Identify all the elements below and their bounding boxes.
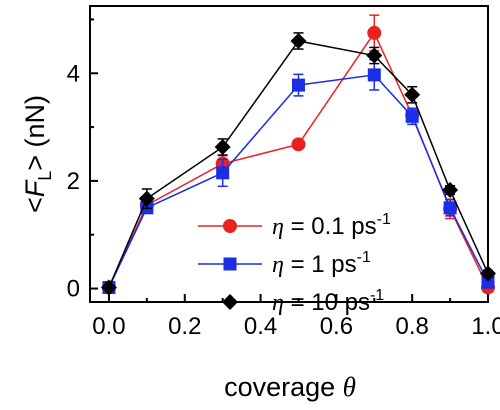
data-point [216, 166, 230, 180]
x-tick-label: 0.6 [320, 313, 353, 340]
data-point [480, 265, 496, 282]
x-tick-label: 1.0 [471, 313, 500, 340]
series-line [108, 40, 489, 288]
x-axis-title: coverage θ [224, 372, 356, 402]
data-point [367, 25, 382, 40]
legend-item: η = 10 ps-1 [198, 287, 384, 316]
legend: η = 0.1 ps-1 η = 1 ps-1 η = 10 ps-1 [198, 211, 391, 316]
legend-label: η = 1 ps-1 [272, 249, 371, 278]
data-point [291, 78, 305, 92]
data-point [404, 86, 421, 103]
legend-item: η = 0.1 ps-1 [198, 211, 391, 240]
plot-frame [89, 5, 489, 303]
x-tick-label: 0.4 [244, 313, 277, 340]
data-point [366, 47, 383, 64]
legend-marker [223, 257, 237, 271]
y-axis: 0 2 4 [67, 18, 98, 303]
y-tick-label: 0 [67, 276, 80, 303]
data-point [367, 68, 381, 82]
x-tick-label: 0.2 [168, 313, 201, 340]
data-point [443, 201, 457, 215]
x-tick-label: 0.8 [396, 313, 429, 340]
data-point [100, 279, 117, 296]
legend-marker [223, 219, 237, 233]
series-layer [100, 14, 496, 296]
legend-label: η = 0.1 ps-1 [272, 211, 391, 240]
data-point [214, 139, 231, 156]
data-point [405, 109, 419, 123]
data-point [442, 182, 459, 199]
x-axis: 0.0 0.2 0.4 0.6 0.8 1.0 [92, 294, 500, 340]
x-tick-label: 0.0 [92, 313, 125, 340]
data-point [291, 137, 306, 152]
data-point [481, 275, 495, 289]
y-tick-label: 4 [67, 60, 80, 87]
legend-item: η = 1 ps-1 [198, 249, 371, 278]
y-tick-label: 2 [67, 168, 80, 195]
data-point [290, 32, 307, 49]
series-line [108, 74, 489, 288]
data-point [138, 190, 155, 207]
series-diamond [100, 32, 496, 296]
y-axis-title: <FL> (nN) [20, 95, 55, 213]
legend-marker [222, 294, 238, 310]
legend-label: η = 10 ps-1 [272, 287, 384, 316]
